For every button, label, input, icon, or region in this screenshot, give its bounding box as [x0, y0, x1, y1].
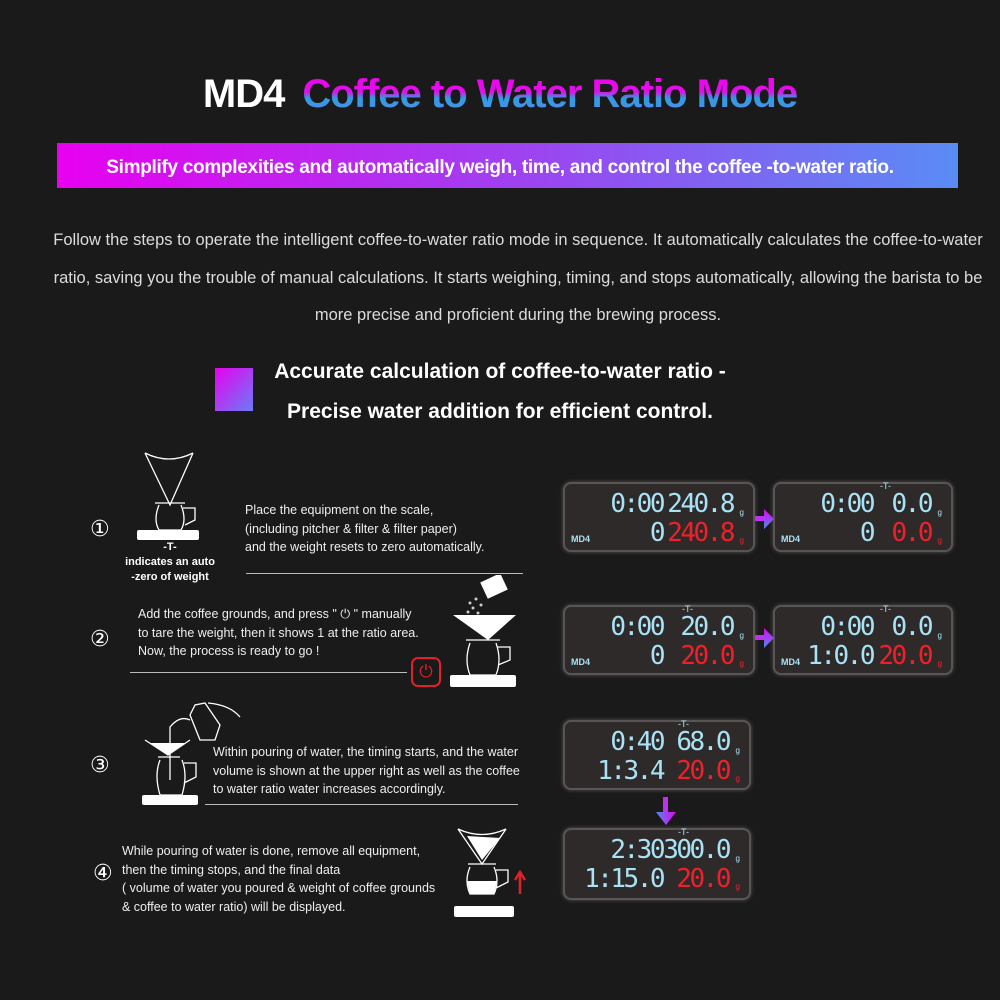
ratio-readout: 1:15.0: [584, 864, 665, 894]
water-weight-readout: 300.0: [663, 835, 731, 865]
coffee-weight-readout: 20.0: [676, 756, 731, 786]
step-number-3: ③: [90, 752, 110, 777]
tare-note: -T- indicates an auto -zero of weight: [120, 540, 220, 585]
ratio-readout: 0: [859, 518, 876, 548]
unit-label: g: [937, 536, 942, 545]
mode-name: Coffee to Water Ratio Mode: [302, 72, 798, 116]
power-timer-button-icon: ⏻: [411, 657, 441, 687]
page-title: MD4 Coffee to Water Ratio Mode: [0, 72, 1000, 117]
coffee-weight-readout: 240.8: [667, 518, 735, 548]
unit-label: g: [735, 882, 740, 891]
coffee-grounds-pour-icon: [450, 575, 516, 687]
text-line: and the weight resets to zero automatica…: [245, 540, 485, 554]
model-label: MD4: [571, 657, 591, 667]
scale-display: -T- 0:00 20.0 g 0 20.0 g MD4: [563, 604, 755, 675]
water-weight-readout: 20.0: [680, 612, 735, 642]
unit-label: g: [739, 659, 744, 668]
divider: [205, 804, 518, 805]
intro-paragraph: Follow the steps to operate the intellig…: [53, 231, 983, 324]
tare-symbol: -T-: [163, 541, 177, 553]
water-weight-readout: 0.0: [891, 489, 934, 519]
text-line: to tare the weight, then it shows 1 at t…: [138, 625, 419, 640]
step-3-text: Within pouring of water, the timing star…: [213, 743, 520, 799]
unit-label: g: [739, 508, 744, 517]
banner-text: Simplify complexities and automatically …: [106, 157, 894, 178]
timer-readout: 2:30: [610, 835, 665, 865]
unit-label: g: [739, 631, 744, 640]
step-2-text: Add the coffee grounds, and press " ⏻ " …: [138, 605, 419, 661]
ratio-readout: 1:3.4: [597, 756, 665, 786]
water-weight-readout: 240.8: [667, 489, 735, 519]
timer-readout: 0:00: [820, 612, 875, 642]
text-line: to water ratio water increases according…: [213, 782, 446, 796]
tare-note-line1: indicates an auto: [125, 556, 215, 568]
tare-indicator: -T-: [682, 604, 693, 614]
decorative-square: [215, 368, 253, 411]
arrow-right-icon: [755, 509, 774, 529]
scale-display: -T- 2:30 300.0 g 1:15.0 20.0 g: [563, 827, 751, 900]
tare-indicator: -T-: [678, 719, 689, 729]
tare-note-line2: -zero of weight: [131, 571, 209, 583]
model-label: MD4: [781, 657, 801, 667]
unit-label: g: [735, 746, 740, 755]
unit-label: g: [735, 854, 740, 863]
pitcher-filter-scale-icon: [137, 452, 199, 540]
text-line: volume is shown at the upper right as we…: [213, 763, 520, 778]
scale-display: -T- 0:00 0.0 g 0 0.0 g MD4: [773, 481, 953, 552]
water-weight-readout: 0.0: [891, 612, 934, 642]
tare-indicator: -T-: [880, 481, 891, 491]
model-label: MD4: [781, 534, 801, 544]
text-line: ( volume of water you poured & weight of…: [122, 881, 436, 895]
text-line: Place the equipment on the scale,: [245, 503, 434, 517]
text-line: Within pouring of water, the timing star…: [213, 745, 519, 759]
divider: [130, 672, 407, 673]
banner-gradient: [57, 143, 958, 188]
tare-indicator: -T-: [678, 827, 689, 837]
scale-display: -T- 0:40 68.0 g 1:3.4 20.0 g: [563, 719, 751, 790]
subheading-line2: Precise water addition for efficient con…: [287, 400, 713, 423]
coffee-weight-readout: 20.0: [680, 641, 735, 671]
text-line: (including pitcher & filter & filter pap…: [245, 521, 457, 536]
coffee-weight-readout: 20.0: [676, 864, 731, 894]
ratio-readout: 0: [649, 518, 666, 548]
step-4-text: While pouring of water is done, remove a…: [122, 842, 435, 916]
text-line: then the timing stops, and the final dat…: [122, 862, 341, 877]
coffee-weight-readout: 0.0: [891, 518, 934, 548]
equipment-removed-icon: [454, 828, 527, 917]
step-number-2: ②: [90, 626, 110, 651]
scale-display: 0:00 240.8 g 0 240.8 g MD4: [563, 482, 755, 552]
timer-readout: 0:00: [610, 489, 665, 519]
kettle-pour-icon: [142, 702, 241, 805]
divider: [246, 573, 523, 574]
step-number-4: ④: [93, 860, 113, 885]
tare-indicator: -T-: [880, 604, 891, 614]
timer-readout: 0:00: [610, 612, 665, 642]
arrow-right-icon: [755, 628, 774, 648]
unit-label: g: [937, 508, 942, 517]
scale-display: -T- 0:00 0.0 g 1:0.0 20.0 g MD4: [773, 604, 953, 675]
timer-readout: 0:00: [820, 489, 875, 519]
model-label: MD4: [571, 534, 591, 544]
unit-label: g: [937, 631, 942, 640]
text-line: While pouring of water is done, remove a…: [122, 844, 421, 858]
step-number-1: ①: [90, 516, 110, 541]
water-weight-readout: 68.0: [676, 727, 731, 757]
ratio-readout: 1:0.0: [807, 641, 875, 671]
text-line: Now, the process is ready to go !: [138, 644, 320, 658]
step-1-text: Place the equipment on the scale, (inclu…: [245, 501, 484, 557]
timer-readout: 0:40: [610, 727, 665, 757]
text-line: Add the coffee grounds, and press " ⏻ " …: [138, 607, 412, 621]
subheading-line1: Accurate calculation of coffee-to-water …: [274, 360, 726, 383]
arrow-down-icon: [656, 797, 676, 825]
model-name: MD4: [202, 72, 285, 116]
coffee-weight-readout: 20.0: [878, 641, 933, 671]
unit-label: g: [937, 659, 942, 668]
text-line: & coffee to water ratio) will be display…: [122, 899, 346, 914]
unit-label: g: [739, 536, 744, 545]
ratio-readout: 0: [649, 641, 666, 671]
unit-label: g: [735, 774, 740, 783]
